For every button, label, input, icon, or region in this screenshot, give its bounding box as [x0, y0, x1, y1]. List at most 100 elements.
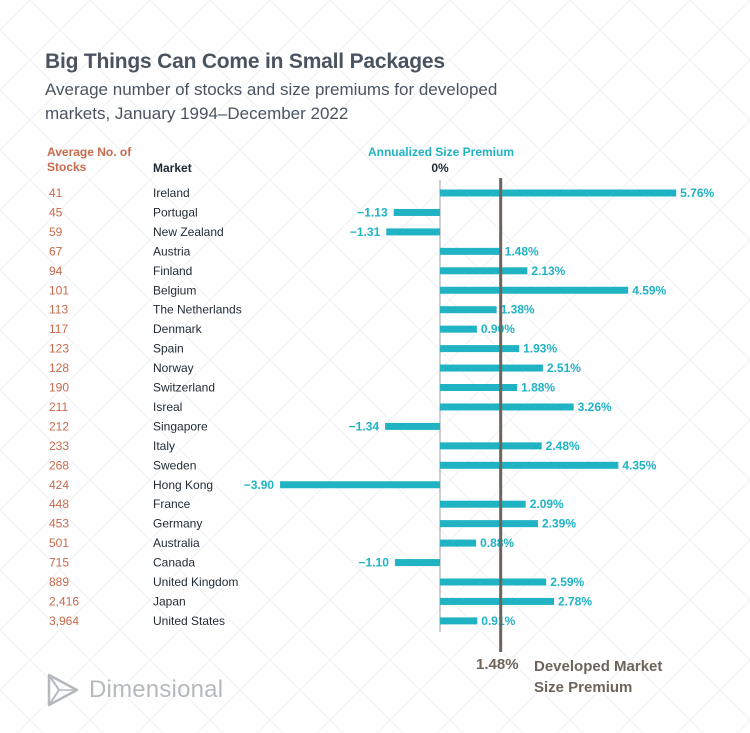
bar-france	[440, 500, 526, 508]
chart-title: Big Things Can Come in Small Packages	[45, 50, 445, 73]
stocks-count: 128	[49, 361, 69, 375]
market-name: Hong Kong	[153, 478, 213, 492]
market-name: Japan	[153, 594, 186, 608]
dimensional-logo-icon	[47, 673, 79, 707]
market-name: France	[153, 497, 191, 511]
market-name: Canada	[153, 556, 195, 570]
market-name: Denmark	[153, 322, 203, 336]
market-name: United Kingdom	[153, 575, 238, 589]
bar-value-label: −3.90	[244, 478, 275, 492]
market-name: Italy	[153, 439, 175, 453]
bar-ireland	[440, 189, 677, 197]
market-name: Portugal	[153, 205, 198, 219]
market-name: Norway	[153, 361, 194, 375]
bar-norway	[440, 364, 543, 372]
bar-united-states	[440, 617, 478, 625]
bar-value-label: 1.48%	[505, 244, 539, 258]
bar-belgium	[440, 286, 629, 294]
stocks-count: 889	[49, 575, 69, 589]
bar-value-label: 4.35%	[622, 458, 656, 472]
stocks-count: 715	[49, 556, 69, 570]
bar-value-label: 2.09%	[530, 497, 564, 511]
bar-canada	[394, 559, 440, 567]
market-name: Singapore	[153, 419, 208, 433]
bar-value-label: 2.39%	[542, 517, 576, 531]
stocks-count: 41	[49, 186, 63, 200]
bar-value-label: 2.13%	[531, 264, 565, 278]
market-name: Ireland	[153, 186, 190, 200]
market-name: Austria	[153, 244, 191, 258]
bar-value-label: −1.34	[349, 419, 380, 433]
stocks-count: 45	[49, 205, 63, 219]
bar-australia	[440, 539, 477, 547]
stocks-count: 2,416	[49, 594, 79, 608]
reference-line-label: Developed Market Size Premium	[534, 658, 663, 696]
stocks-count: 448	[49, 497, 69, 511]
market-name: Spain	[153, 342, 184, 356]
market-name: Finland	[153, 264, 192, 278]
bar-value-label: 0.90%	[481, 322, 515, 336]
stocks-count: 113	[49, 303, 68, 317]
bar-italy	[440, 442, 542, 450]
bar-isreal	[440, 403, 574, 411]
bar-spain	[440, 345, 520, 353]
stocks-column-header: Average No. of Stocks	[47, 145, 132, 174]
market-name: Switzerland	[153, 381, 215, 395]
premium-column-header: Annualized Size Premium	[367, 145, 515, 159]
market-name: Sweden	[153, 458, 196, 472]
stocks-count: 268	[49, 458, 69, 472]
stocks-count: 67	[49, 244, 63, 258]
bar-sweden	[440, 461, 619, 469]
chart-subtitle: Average number of stocks and size premiu…	[45, 80, 498, 123]
bar-value-label: 4.59%	[632, 283, 666, 297]
bar-germany	[440, 520, 538, 528]
market-name: New Zealand	[153, 225, 224, 239]
bar-new-zealand	[386, 228, 440, 236]
stocks-count: 501	[49, 536, 69, 550]
bar-value-label: 2.51%	[547, 361, 581, 375]
bar-value-label: 2.48%	[546, 439, 580, 453]
zero-axis-label: 0%	[431, 161, 449, 175]
bar-united-kingdom	[440, 578, 547, 586]
bar-denmark	[440, 325, 477, 333]
bar-the-netherlands	[440, 306, 497, 314]
stocks-count: 212	[49, 419, 69, 433]
bar-austria	[440, 247, 501, 255]
stocks-count: 424	[49, 478, 69, 492]
bar-value-label: 2.59%	[550, 575, 584, 589]
bar-value-label: −1.10	[359, 556, 390, 570]
bar-value-label: −1.13	[357, 205, 388, 219]
bar-switzerland	[440, 384, 518, 391]
stocks-count: 123	[49, 342, 69, 356]
bar-value-label: 0.88%	[480, 536, 514, 550]
stocks-count: 117	[49, 322, 68, 336]
stocks-count: 94	[49, 264, 63, 278]
stocks-count: 190	[49, 381, 69, 395]
bar-value-label: 3.26%	[578, 400, 612, 414]
bar-japan	[440, 597, 554, 605]
market-column-header: Market	[153, 161, 192, 175]
bar-value-label: 1.88%	[521, 381, 555, 395]
market-name: Belgium	[153, 283, 196, 297]
stocks-count: 3,964	[49, 614, 79, 628]
bar-value-label: 0.91%	[481, 614, 515, 628]
bar-value-label: 2.78%	[558, 594, 592, 608]
bar-portugal	[393, 208, 440, 216]
market-name: Isreal	[153, 400, 182, 414]
stocks-count: 211	[49, 400, 68, 414]
bar-finland	[440, 267, 528, 275]
dimensional-logo: Dimensional	[45, 672, 223, 708]
market-name: The Netherlands	[153, 303, 242, 317]
market-name: Germany	[153, 517, 202, 531]
reference-value-label: 1.48%	[476, 656, 519, 673]
bar-value-label: −1.31	[350, 225, 381, 239]
bar-value-label: 1.93%	[523, 342, 557, 356]
bar-value-label: 5.76%	[680, 186, 714, 200]
stocks-count: 233	[49, 439, 69, 453]
dimensional-logo-text: Dimensional	[89, 676, 224, 703]
market-name: Australia	[153, 536, 200, 550]
bar-singapore	[385, 422, 440, 430]
stocks-count: 59	[49, 225, 63, 239]
